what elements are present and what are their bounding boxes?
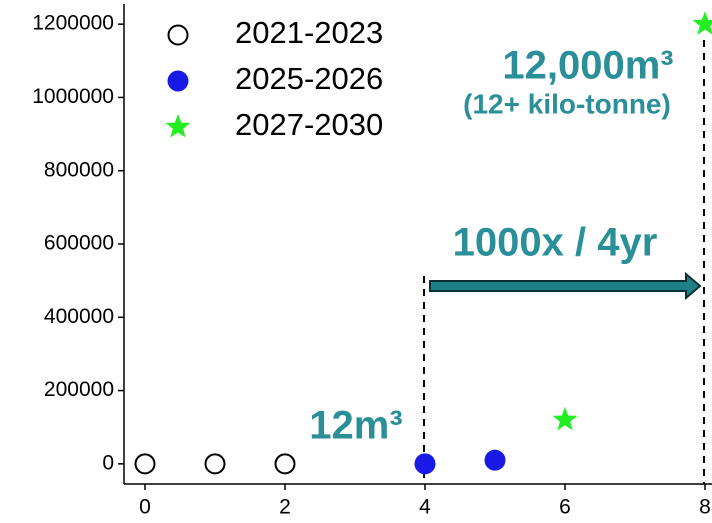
x-tick-label: 6 xyxy=(559,496,571,519)
legend-label: 2021-2023 xyxy=(235,15,383,50)
legend-marker xyxy=(167,24,189,46)
x-tick-label: 0 xyxy=(139,496,151,519)
x-tick-label: 2 xyxy=(279,496,291,519)
y-tick-label: 1000000 xyxy=(32,85,114,108)
point xyxy=(414,453,436,475)
legend-marker xyxy=(167,70,189,92)
point xyxy=(692,11,712,35)
point xyxy=(274,453,296,475)
y-tick-label: 600000 xyxy=(44,232,114,255)
point xyxy=(204,453,226,475)
annotation: 1000x / 4yr xyxy=(453,221,658,265)
y-tick-label: 1200000 xyxy=(32,12,114,35)
x-tick-label: 4 xyxy=(419,496,431,519)
point xyxy=(552,406,578,431)
x-tick-label: 8 xyxy=(699,496,711,519)
annotation: 12m³ xyxy=(309,404,402,448)
y-tick-label: 800000 xyxy=(44,158,114,181)
annotation: 12,000m³ xyxy=(502,44,673,88)
y-tick-label: 0 xyxy=(102,451,114,474)
legend-label: 2025-2026 xyxy=(235,61,383,96)
point xyxy=(484,449,506,471)
annotation: (12+ kilo-tonne) xyxy=(463,88,671,119)
y-tick-label: 400000 xyxy=(44,305,114,328)
growth-arrow xyxy=(429,271,702,301)
legend-marker xyxy=(165,114,191,138)
y-tick-label: 200000 xyxy=(44,378,114,401)
legend-label: 2027-2030 xyxy=(235,107,383,142)
point xyxy=(134,453,156,475)
